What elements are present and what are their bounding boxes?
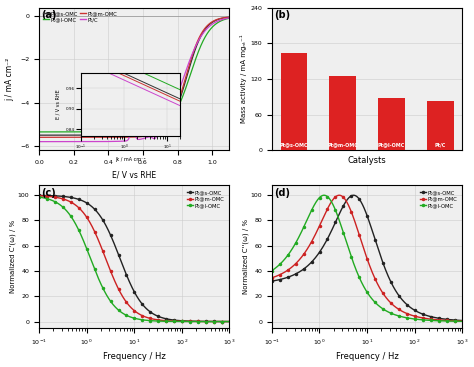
Pt@s-OMC [303, 265, 309, 270]
Text: Pt@l-OMC: Pt@l-OMC [378, 142, 405, 147]
Line: Pt@s-OMC: Pt@s-OMC [271, 194, 463, 321]
Pt@m-OMC [413, 314, 419, 319]
Bar [281, 53, 307, 150]
Y-axis label: Normalized C''(ω) / %: Normalized C''(ω) / % [243, 219, 249, 294]
Pt@m-OMC [122, 298, 128, 303]
Pt@m-OMC [148, 316, 154, 321]
Pt@m-OMC [269, 276, 275, 280]
Pt@l-OMC [356, 273, 361, 277]
Pt@l-OMC [85, 250, 91, 254]
Pt@m-OMC [227, 319, 232, 324]
Pt@m-OMC [356, 230, 361, 234]
Pt@l-OMC [70, 217, 76, 221]
Pt@s-OMC [459, 318, 465, 323]
Text: (b): (b) [274, 10, 290, 21]
Pt@m-OMC [337, 193, 342, 197]
Pt@l-OMC [382, 308, 387, 312]
Pt@l-OMC [303, 221, 309, 225]
Pt@s-OMC [356, 196, 361, 200]
Pt@m-OMC [85, 217, 91, 222]
Legend: Pt@s-OMC, Pt@m-OMC, Pt@l-OMC: Pt@s-OMC, Pt@m-OMC, Pt@l-OMC [185, 188, 227, 210]
Pt@m-OMC [303, 250, 309, 254]
Pt@l-OMC [36, 195, 42, 199]
Pt@s-OMC [413, 309, 419, 313]
Pt@s-OMC [180, 319, 185, 323]
Pt@m-OMC [164, 319, 169, 323]
Pt@l-OMC [122, 313, 128, 317]
Line: Pt@l-OMC: Pt@l-OMC [38, 196, 230, 323]
X-axis label: Frequency / Hz: Frequency / Hz [103, 352, 165, 361]
Text: (d): (d) [274, 188, 290, 198]
Pt@l-OMC [269, 268, 275, 273]
Pt@m-OMC [180, 319, 185, 324]
Y-axis label: Mass activity / mA mgₙₜ⁻¹: Mass activity / mA mgₙₜ⁻¹ [240, 34, 247, 123]
Pt@l-OMC [318, 194, 324, 199]
Text: Pt/C: Pt/C [435, 142, 446, 147]
Pt@l-OMC [459, 319, 465, 323]
Pt@l-OMC [148, 319, 154, 323]
Pt@s-OMC [36, 193, 42, 197]
Line: Pt@m-OMC: Pt@m-OMC [38, 195, 230, 323]
Pt@l-OMC [227, 319, 232, 324]
Pt@s-OMC [351, 193, 356, 197]
Y-axis label: Normalized C'(ω) / %: Normalized C'(ω) / % [10, 220, 16, 293]
Line: Pt@l-OMC: Pt@l-OMC [271, 194, 463, 322]
Bar [427, 101, 454, 150]
Bar [378, 98, 405, 150]
Pt@s-OMC [122, 270, 128, 274]
Pt@s-OMC [85, 201, 91, 206]
Y-axis label: j / mA cm⁻²: j / mA cm⁻² [6, 57, 15, 101]
Pt@l-OMC [396, 314, 402, 318]
Pt@l-OMC [413, 317, 419, 321]
X-axis label: E/ V vs RHE: E/ V vs RHE [112, 171, 156, 179]
Pt@l-OMC [164, 319, 169, 323]
Text: Pt@s-OMC: Pt@s-OMC [280, 142, 308, 147]
Pt@s-OMC [70, 196, 76, 200]
X-axis label: Frequency / Hz: Frequency / Hz [336, 352, 399, 361]
Pt@l-OMC [321, 193, 327, 197]
Pt@m-OMC [36, 193, 42, 198]
Bar [329, 76, 356, 150]
Text: (a): (a) [41, 10, 56, 21]
Line: Pt@s-OMC: Pt@s-OMC [38, 195, 230, 323]
Pt@m-OMC [396, 308, 402, 312]
X-axis label: Catalysts: Catalysts [348, 156, 386, 165]
Pt@s-OMC [227, 319, 232, 324]
Pt@l-OMC [180, 319, 185, 324]
Legend: Pt@s-OMC, Pt@l-OMC, Pt@m-OMC, Pt/C: Pt@s-OMC, Pt@l-OMC, Pt@m-OMC, Pt/C [42, 10, 118, 23]
Pt@s-OMC [164, 317, 169, 321]
Line: Pt@m-OMC: Pt@m-OMC [271, 194, 463, 322]
Pt@s-OMC [148, 310, 154, 315]
Text: (c): (c) [41, 188, 56, 198]
Text: Pt@m-OMC: Pt@m-OMC [328, 142, 358, 147]
Pt@s-OMC [269, 279, 275, 283]
Pt@m-OMC [70, 201, 76, 206]
Pt@s-OMC [396, 294, 402, 298]
Pt@s-OMC [382, 265, 387, 269]
Pt@m-OMC [318, 221, 324, 225]
Legend: Pt@s-OMC, Pt@m-OMC, Pt@l-OMC: Pt@s-OMC, Pt@m-OMC, Pt@l-OMC [418, 188, 460, 210]
Pt@s-OMC [318, 248, 324, 252]
Pt@m-OMC [382, 293, 387, 298]
Pt@m-OMC [459, 319, 465, 323]
